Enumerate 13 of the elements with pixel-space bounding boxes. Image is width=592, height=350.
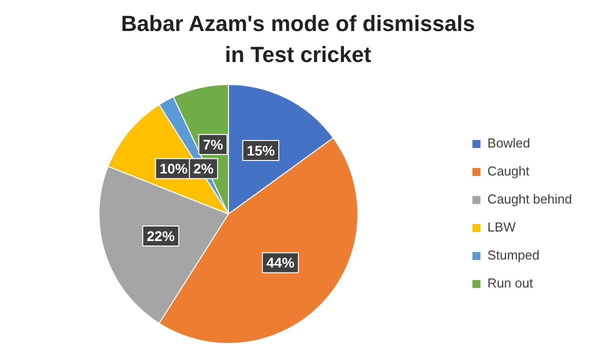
data-label: 2% — [193, 160, 214, 176]
data-label: 44% — [266, 254, 295, 271]
legend-label: Bowled — [487, 136, 530, 151]
legend-label: Caught behind — [487, 192, 572, 207]
data-label: 15% — [246, 142, 276, 158]
legend-label: Caught — [487, 164, 530, 179]
chart-title: Babar Azam's mode of dismissals in Test cricket — [120, 10, 476, 69]
legend-label: Stumped — [487, 248, 540, 263]
data-label: 10% — [160, 160, 188, 176]
legend-label: LBW — [487, 220, 516, 235]
legend-label: Run out — [487, 276, 534, 291]
data-label: 7% — [202, 136, 224, 152]
data-label: 22% — [146, 228, 176, 244]
